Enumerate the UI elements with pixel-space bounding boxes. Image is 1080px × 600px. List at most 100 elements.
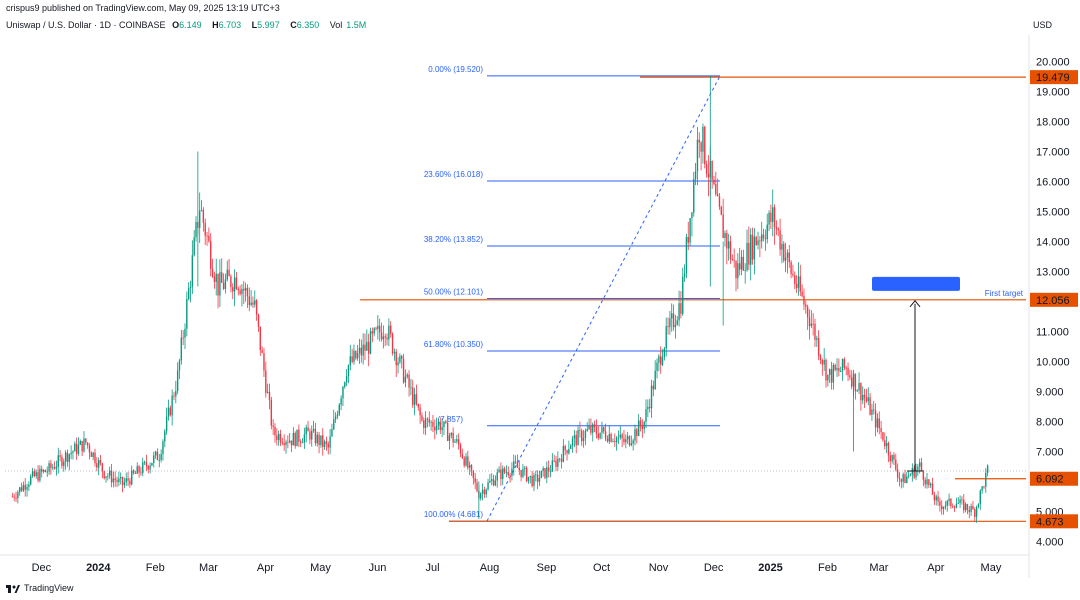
candle-body xyxy=(384,336,386,338)
price-axis-badge-label: 19.479 xyxy=(1036,72,1070,84)
candle-body xyxy=(213,276,216,282)
candle-body xyxy=(918,462,921,467)
candle-body xyxy=(775,227,778,229)
candle-body xyxy=(887,442,890,456)
candle-body xyxy=(975,507,978,517)
candle-body xyxy=(895,459,897,470)
candle-body xyxy=(77,444,80,454)
candle-body xyxy=(290,440,293,446)
symbol-name[interactable]: Uniswap / U.S. Dollar · 1D · COINBASE xyxy=(6,20,166,30)
candle-body xyxy=(823,359,825,365)
candle-body xyxy=(944,505,947,507)
candle-body xyxy=(915,469,917,478)
price-axis-badge[interactable] xyxy=(1030,292,1078,307)
candle-body xyxy=(674,324,677,328)
candle-body xyxy=(92,452,94,457)
candle-body xyxy=(878,418,880,429)
candle-body xyxy=(513,461,515,469)
candle-body xyxy=(654,370,656,390)
candle-body xyxy=(428,419,430,423)
candle-body xyxy=(843,358,846,368)
candle-body xyxy=(463,457,465,466)
candle-body xyxy=(142,462,144,474)
candle-body xyxy=(641,426,644,429)
candle-body xyxy=(187,288,190,300)
candle-body xyxy=(955,503,958,508)
candle-body xyxy=(160,453,162,461)
candle-body xyxy=(441,427,443,431)
candle-body xyxy=(378,325,381,333)
price-axis-badge[interactable] xyxy=(1030,514,1078,529)
candle-body xyxy=(819,355,822,361)
candle-body xyxy=(546,467,548,478)
candle-body xyxy=(136,466,138,474)
candle-body xyxy=(691,212,693,219)
candle-body xyxy=(189,286,192,289)
candle-body xyxy=(573,435,576,439)
candle-body xyxy=(863,394,866,398)
candle-body xyxy=(924,479,926,485)
candle-body xyxy=(551,460,554,472)
candle-body xyxy=(452,432,454,443)
y-tick-label: 17.000 xyxy=(1036,147,1070,159)
candle-body xyxy=(358,347,361,354)
candle-body xyxy=(17,492,19,499)
candle-body xyxy=(604,431,607,439)
candle-body xyxy=(540,470,543,478)
measure-label-box[interactable] xyxy=(872,276,960,291)
candle-body xyxy=(939,501,941,506)
candle-body xyxy=(221,272,223,283)
candle-body xyxy=(652,385,655,390)
candle-body xyxy=(118,478,120,482)
candle-body xyxy=(724,233,726,239)
candle-body xyxy=(13,496,15,498)
candle-body xyxy=(705,164,708,174)
candle-body xyxy=(22,484,25,491)
candle-body xyxy=(243,288,245,291)
candle-body xyxy=(575,435,577,446)
candle-body xyxy=(320,435,322,445)
price-axis-badge[interactable] xyxy=(1030,471,1078,486)
y-tick-label: 20.000 xyxy=(1036,57,1070,69)
candle-body xyxy=(599,432,601,439)
candle-body xyxy=(884,440,886,447)
candle-body xyxy=(764,238,767,240)
candle-body xyxy=(953,506,956,508)
candle-body xyxy=(154,451,157,456)
candle-body xyxy=(200,209,203,211)
price-axis-badge[interactable] xyxy=(1030,70,1078,85)
candle-body xyxy=(621,434,623,439)
candle-body xyxy=(454,441,456,443)
candle-body xyxy=(821,360,824,365)
candle-body xyxy=(281,442,284,444)
candle-body xyxy=(336,414,339,417)
candle-body xyxy=(96,463,98,468)
candle-body xyxy=(933,494,936,501)
candle-body xyxy=(347,365,350,377)
y-tick-label: 7.000 xyxy=(1036,447,1064,459)
candle-body xyxy=(755,236,757,245)
measure-arrow-head-icon xyxy=(909,300,921,308)
candle-body xyxy=(180,337,183,361)
candle-body xyxy=(626,436,629,440)
candle-body xyxy=(536,474,539,482)
candle-body xyxy=(132,470,135,474)
candle-body xyxy=(601,427,603,433)
candle-body xyxy=(35,472,37,477)
candle-body xyxy=(979,490,981,504)
candle-body xyxy=(687,236,689,243)
candle-body xyxy=(206,235,208,237)
candle-body xyxy=(896,469,899,478)
candle-body xyxy=(917,466,919,470)
candle-body xyxy=(696,139,699,172)
candle-body xyxy=(322,435,324,447)
candle-body xyxy=(292,432,295,446)
candle-body xyxy=(744,270,746,272)
candle-body xyxy=(445,421,447,423)
candle-body xyxy=(810,323,813,327)
candle-body xyxy=(329,436,331,448)
candle-body xyxy=(735,260,737,279)
candle-body xyxy=(597,433,599,439)
candle-body xyxy=(520,470,522,477)
